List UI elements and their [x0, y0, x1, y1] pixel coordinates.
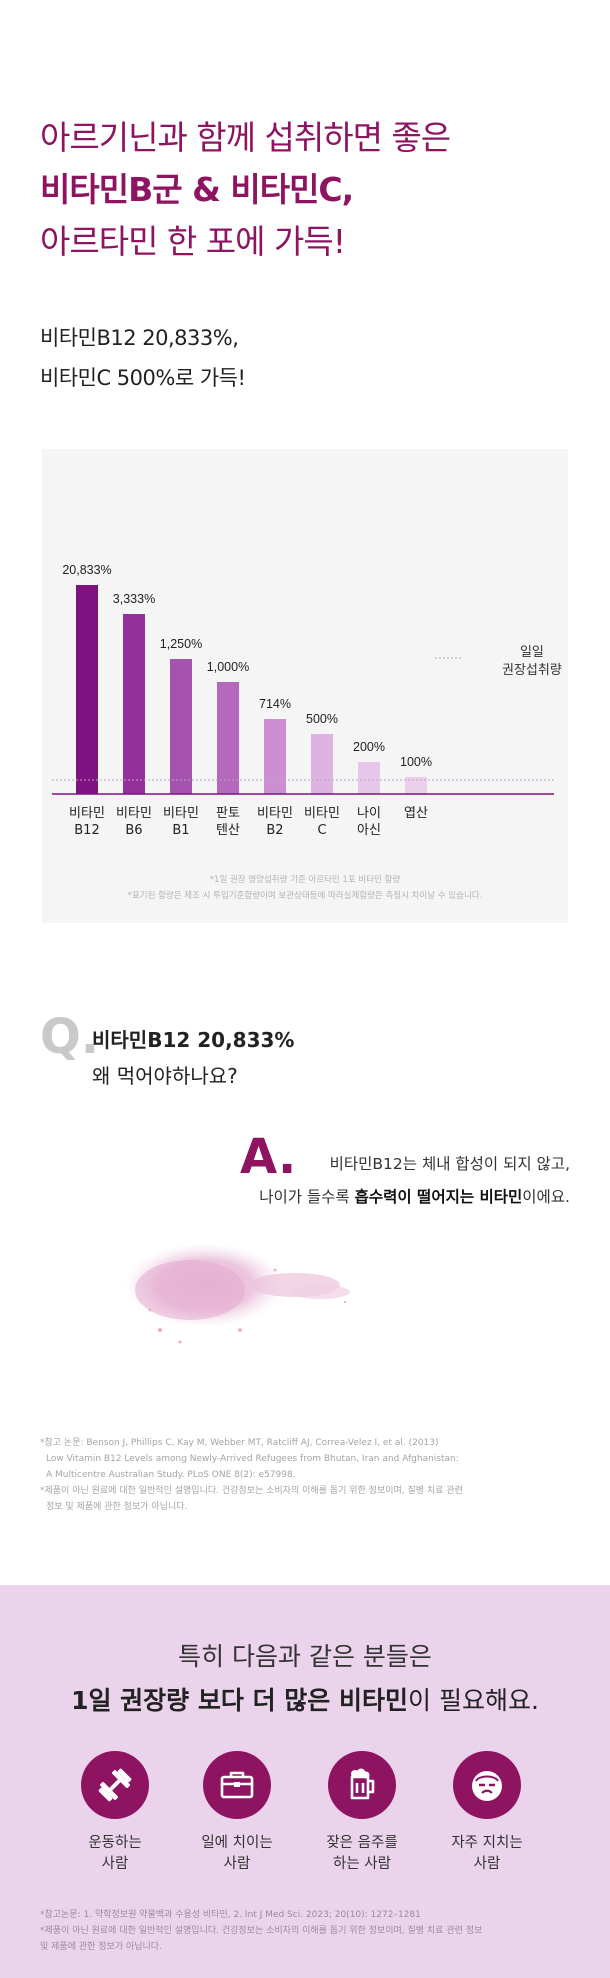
chart-bar	[264, 719, 286, 794]
chart-note-1: *1일 권장 영양섭취량 기준 아르타민 1포 비타민 함량	[209, 875, 401, 885]
category-label: 비타민	[116, 806, 152, 821]
category-label: 나이	[357, 806, 381, 821]
category-label: 아신	[357, 823, 381, 838]
subhead-line-2: 비타민C 500%로 가득!	[40, 366, 246, 390]
category-label: 비타민	[257, 806, 293, 821]
question-text: 비타민B12 20,833% 왜 먹어야하나요?	[92, 1022, 392, 1094]
bar-value-label: 100%	[400, 755, 432, 769]
category-label: 판토	[216, 806, 240, 821]
chart-note-2: *표기된 함량은 제조 시 투입기준함량이며 보관상태등에 따라실제함량은 측정…	[127, 891, 483, 901]
bar-value-label: 500%	[306, 712, 338, 726]
category-label: 비타민	[163, 806, 199, 821]
chart-bar	[123, 614, 145, 794]
subhead-line-1: 비타민B12 20,833%,	[40, 326, 239, 350]
chart-bar	[170, 659, 192, 794]
headline-line-2: 비타민B군 & 비타민C,	[40, 170, 354, 209]
target-item-exercise: 운동하는 사람	[55, 1751, 175, 1875]
reference-line-5: 정보 및 제품에 관한 정보가 아닙니다.	[46, 1502, 188, 1512]
bar-value-label: 1,250%	[160, 637, 202, 651]
chart-bar	[405, 777, 427, 794]
category-label: 텐산	[216, 823, 240, 838]
a-mark: A.	[240, 1129, 297, 1185]
target-label: 일에 치이는 사람	[201, 1835, 273, 1872]
section-references: *참고논문: 1. 약학정보원 약물백과 수용성 비타민, 2. Int J M…	[40, 1907, 580, 1955]
target-label: 잦은 음주를 하는 사람	[326, 1835, 398, 1872]
section-ref-1: *참고논문: 1. 약학정보원 약물백과 수용성 비타민, 2. Int J M…	[40, 1910, 421, 1920]
question-line-2: 왜 먹어야하나요?	[92, 1064, 238, 1088]
category-label: B6	[125, 823, 142, 838]
answer-line-2-bold: 흡수력이 떨어지는 비타민	[354, 1188, 523, 1206]
headline-line-1: 아르기닌과 함께 섭취하면 좋은	[40, 118, 451, 157]
answer-line-2: 나이가 들수록 흡수력이 떨어지는 비타민이에요.	[150, 1181, 570, 1214]
reference-line-3: A Multicentre Australian Study. PLoS ONE…	[46, 1470, 296, 1480]
answer-line-1: 비타민B12는 체내 합성이 되지 않고,	[329, 1155, 570, 1173]
answer-text: 비타민B12는 체내 합성이 되지 않고, 나이가 들수록 흡수력이 떨어지는 …	[150, 1148, 570, 1214]
chart-bar	[358, 762, 380, 794]
target-item-work: 일에 치이는 사람	[177, 1751, 297, 1875]
category-label: 엽산	[404, 806, 428, 821]
chart-bar	[217, 682, 239, 794]
section-title-post: 이 필요해요.	[408, 1686, 539, 1715]
bar-value-label: 714%	[259, 697, 291, 711]
references: *참고 논문: Benson J, Phillips C, Kay M, Web…	[40, 1435, 580, 1515]
bar-value-label: 20,833%	[62, 563, 111, 577]
headline-line-3: 아르타민 한 포에 가득!	[40, 222, 346, 261]
chart-bar	[311, 734, 333, 794]
headline: 아르기닌과 함께 섭취하면 좋은 비타민B군 & 비타민C, 아르타민 한 포에…	[40, 112, 580, 268]
chart-bar	[76, 585, 98, 794]
dumbbell-icon	[81, 1751, 149, 1819]
reference-line-1: *참고 논문: Benson J, Phillips C, Kay M, Web…	[40, 1438, 439, 1448]
subheadline: 비타민B12 20,833%, 비타민C 500%로 가득!	[40, 318, 246, 398]
reference-line-2: Low Vitamin B12 Levels among Newly-Arriv…	[46, 1454, 459, 1464]
vitamin-bar-chart: 20,833% 비타민 B12 3,333% 비타민 B6 1,250% 비타민 B1 1,000…	[52, 563, 554, 838]
pink-powder-image	[125, 1243, 350, 1344]
q-mark: Q.	[40, 1009, 100, 1065]
category-label: C	[317, 823, 326, 838]
section-title-line-1: 특히 다음과 같은 분들은	[178, 1642, 432, 1671]
question-line-1: 비타민B12 20,833%	[92, 1028, 295, 1052]
section-title-bold: 1일 권장량 보다 더 많은 비타민	[71, 1686, 408, 1715]
vitamin-chart-panel: 20,833% 비타민 B12 3,333% 비타민 B6 1,250% 비타민 B1 1,000…	[42, 449, 568, 923]
section-ref-2: *제품이 아닌 원료에 대한 일반적인 설명입니다. 건강정보는 소비자의 이해…	[40, 1926, 483, 1936]
beer-mug-icon	[328, 1751, 396, 1819]
category-label: 비타민	[69, 806, 105, 821]
category-label: B12	[74, 823, 99, 838]
target-label: 운동하는 사람	[88, 1835, 142, 1872]
section-ref-3: 및 제품에 관한 정보가 아닙니다.	[40, 1942, 162, 1952]
target-item-tired: 자주 지치는 사람	[427, 1751, 547, 1875]
category-label: 비타민	[304, 806, 340, 821]
recommended-for-section: 특히 다음과 같은 분들은 1일 권장량 보다 더 많은 비타민이 필요해요. …	[0, 1585, 610, 1978]
briefcase-icon	[203, 1751, 271, 1819]
reference-line-4: *제품이 아닌 원료에 대한 일반적인 설명입니다. 건강정보는 소비자의 이해…	[40, 1486, 463, 1496]
chart-notes: *1일 권장 영양섭취량 기준 아르타민 1포 비타민 함량 *표기된 함량은 …	[42, 872, 568, 904]
section-title-line-2: 1일 권장량 보다 더 많은 비타민이 필요해요.	[0, 1683, 610, 1719]
tired-face-icon	[453, 1751, 521, 1819]
answer-line-2-post: 이에요.	[522, 1188, 570, 1206]
answer-line-2-pre: 나이가 들수록	[259, 1188, 355, 1206]
target-label: 자주 지치는 사람	[451, 1835, 523, 1872]
bar-value-label: 1,000%	[207, 660, 249, 674]
target-item-drinking: 잦은 음주를 하는 사람	[302, 1751, 422, 1875]
category-label: B2	[266, 823, 283, 838]
rda-legend-label: 일일 권장섭취량	[502, 645, 562, 678]
category-label: B1	[172, 823, 189, 838]
bar-value-label: 200%	[353, 740, 385, 754]
bar-value-label: 3,333%	[113, 592, 155, 606]
